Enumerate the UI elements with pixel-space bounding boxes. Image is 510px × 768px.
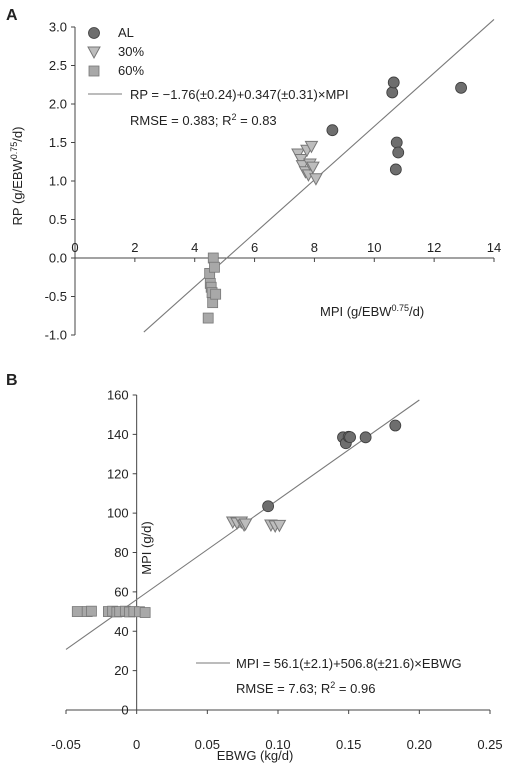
y-tick-label: 1.0 xyxy=(49,174,67,189)
y-axis-title: RP (g/EBW0.75/d) xyxy=(9,127,25,226)
x-axis-title: MPI (g/EBW0.75/d) xyxy=(320,303,424,319)
series-60pct xyxy=(202,252,222,324)
legend-marker xyxy=(88,65,100,77)
y-tick-label: 1.5 xyxy=(49,135,67,150)
panel-label: B xyxy=(6,372,18,389)
data-point xyxy=(209,261,220,273)
data-point xyxy=(210,288,222,300)
data-point xyxy=(304,140,319,154)
stats-label: RMSE = 7.63; R2 = 0.96 xyxy=(236,680,375,696)
x-tick-label: 0.05 xyxy=(195,737,220,752)
data-point xyxy=(326,124,339,137)
series-30pct xyxy=(225,516,287,533)
panel-a: -1.0 -0.5 0.0 0.5 1.0 1.5 2.0 2.5 3.0 0 2 4 6 8 10 12 14… xyxy=(6,7,501,343)
series-60pct xyxy=(71,605,151,618)
y-tick-label: 160 xyxy=(107,388,129,403)
x-tick-label: 6 xyxy=(251,240,258,255)
x-tick-label: 0 xyxy=(133,737,140,752)
y-tick-label: -0.5 xyxy=(45,289,67,304)
series-al xyxy=(326,76,467,176)
legend-marker xyxy=(88,27,100,39)
equation-label: RP = −1.76(±0.24)+0.347(±0.31)×MPI xyxy=(130,87,349,102)
y-tick-label: 0 xyxy=(121,703,128,718)
data-point xyxy=(386,86,399,99)
data-point xyxy=(392,146,405,159)
data-point xyxy=(387,76,400,89)
y-tick-label: 80 xyxy=(114,545,128,560)
y-axis-title: MPI (g/d) xyxy=(139,521,154,574)
y-tick-label: 120 xyxy=(107,466,129,481)
data-point xyxy=(86,605,97,617)
panel-label: A xyxy=(6,7,18,24)
y-tick-label: 2.0 xyxy=(49,97,67,112)
x-tick-label: 10 xyxy=(367,240,381,255)
data-point xyxy=(389,419,402,432)
x-axis-title: EBWG (kg/d) xyxy=(217,748,294,763)
y-tick-label: 3.0 xyxy=(49,20,67,35)
y-tick-label: 100 xyxy=(107,506,129,521)
x-tick-label: 0.25 xyxy=(477,737,502,752)
y-tick-label: 60 xyxy=(114,584,128,599)
y-tick-label: 0.5 xyxy=(49,212,67,227)
y-tick-label: 0.0 xyxy=(49,251,67,266)
data-point xyxy=(202,312,214,324)
series-30pct xyxy=(291,140,323,186)
y-tick-label: -1.0 xyxy=(45,328,67,343)
data-point xyxy=(272,519,287,533)
x-tick-label: 12 xyxy=(427,240,441,255)
data-point xyxy=(306,161,320,175)
data-point xyxy=(390,136,403,149)
x-tick-label: 2 xyxy=(131,240,138,255)
legend-label: AL xyxy=(118,25,134,40)
data-point xyxy=(262,500,275,513)
y-tick-label: 2.5 xyxy=(49,58,67,73)
x-tick-label: 0 xyxy=(71,240,78,255)
equation-label: MPI = 56.1(±2.1)+506.8(±21.6)×EBWG xyxy=(236,656,462,671)
series-al xyxy=(262,419,402,513)
x-tick-label: 14 xyxy=(487,240,501,255)
panel-b: 0 20 40 60 80 100 120 140 160 -0.05 0 0.05 0.10 0.15 0… xyxy=(6,372,503,763)
legend-marker xyxy=(87,46,101,60)
stats-label: RMSE = 0.383; R2 = 0.83 xyxy=(130,112,277,128)
data-point xyxy=(139,607,151,618)
data-point xyxy=(207,252,219,264)
x-tick-label: 0.10 xyxy=(265,737,290,752)
y-tick-label: 40 xyxy=(114,624,128,639)
x-tick-label: 8 xyxy=(311,240,318,255)
x-tick-label: 4 xyxy=(191,240,198,255)
data-point xyxy=(71,606,83,617)
data-point xyxy=(295,160,310,173)
data-point xyxy=(344,431,356,444)
x-tick-label: 0.20 xyxy=(407,737,432,752)
y-tick-label: 140 xyxy=(107,427,129,442)
legend: AL 30% 60% xyxy=(87,25,144,95)
data-point xyxy=(238,518,253,531)
x-tick-label: 0.15 xyxy=(336,737,361,752)
data-point xyxy=(389,163,402,176)
data-point xyxy=(309,173,323,186)
legend-label: 30% xyxy=(118,44,144,59)
x-tick-label: -0.05 xyxy=(51,737,81,752)
data-point xyxy=(455,81,467,94)
data-point xyxy=(359,431,372,444)
legend-label: 60% xyxy=(118,63,144,78)
y-tick-label: 20 xyxy=(114,663,128,678)
